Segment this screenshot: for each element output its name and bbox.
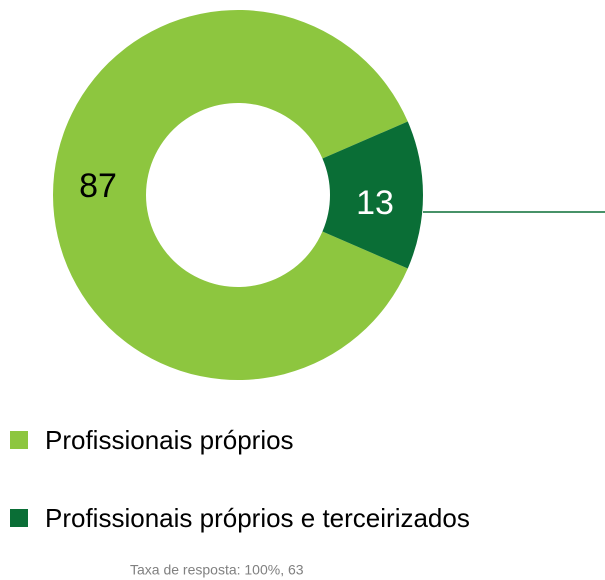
legend-swatch bbox=[10, 431, 28, 449]
legend-swatch bbox=[10, 509, 28, 527]
slice bbox=[53, 9, 408, 381]
slice bbox=[322, 121, 423, 269]
data-label: 87 bbox=[79, 167, 117, 205]
legend-label: Profissionais próprios bbox=[45, 425, 294, 455]
note: Taxa de resposta: 100%, 63 bbox=[130, 562, 304, 578]
data-label: 13 bbox=[356, 184, 394, 222]
legend-label: Profissionais próprios e terceirizados bbox=[45, 503, 470, 533]
